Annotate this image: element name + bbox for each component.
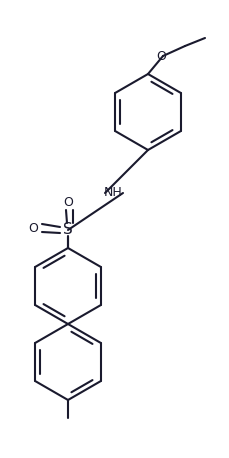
Text: NH: NH [103,186,122,200]
Text: O: O [155,50,165,64]
Text: O: O [63,196,73,208]
Text: S: S [63,223,73,238]
Text: O: O [28,222,38,234]
